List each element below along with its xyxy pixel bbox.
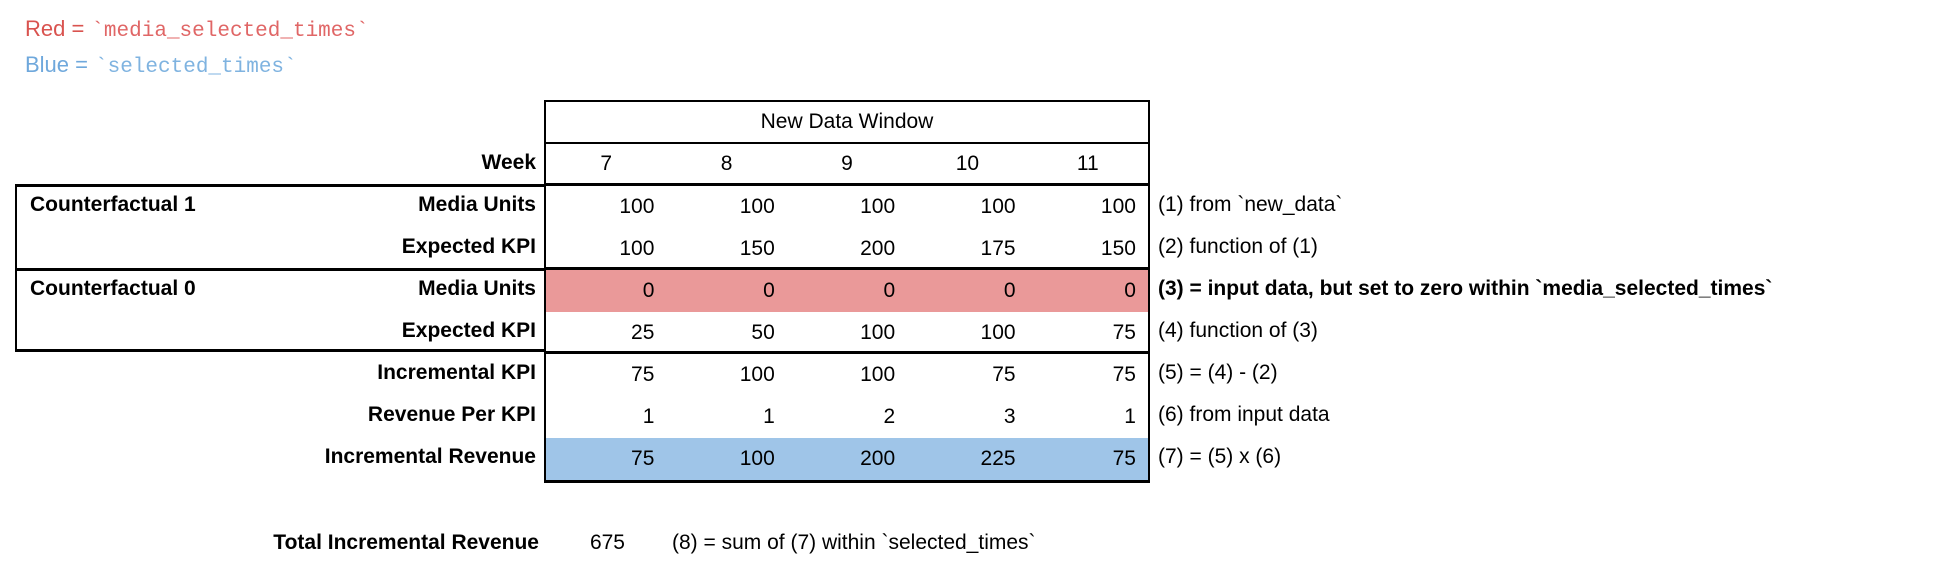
data-cell: 1 — [642, 405, 655, 428]
legend-blue-line: Blue = `selected_times` — [25, 50, 297, 83]
data-cell: 1 — [1124, 405, 1136, 428]
summary-note-8: (8) = sum of (7) within `selected_times` — [672, 531, 1036, 554]
data-cell: 75 — [1112, 447, 1136, 470]
row-label-media-units-cf1: Media Units — [418, 193, 536, 216]
row-label-expected-kpi-cf0: Expected KPI — [401, 319, 536, 342]
legend-blue-label: Blue = — [25, 52, 88, 77]
data-cell: 100 — [1100, 195, 1136, 218]
data-cell: 100 — [860, 363, 896, 386]
row-label-expected-kpi-cf1: Expected KPI — [401, 235, 536, 258]
week-row-label: Week — [481, 151, 536, 174]
table-row-expected-kpi-cf1: 100 150 200 175 150 — [546, 228, 1148, 270]
table-row-media-units-cf1: 100 100 100 100 100 — [546, 186, 1148, 228]
row-note-5: (5) = (4) - (2) — [1158, 361, 1278, 384]
row-label-revenue-per-kpi: Revenue Per KPI — [367, 403, 536, 426]
summary-value: 675 — [589, 531, 625, 554]
week-cell: 8 — [720, 152, 733, 175]
table-row-incremental-revenue-highlighted-blue: 75 100 200 225 75 — [546, 438, 1148, 480]
data-cell: 75 — [992, 363, 1016, 386]
week-cell: 11 — [1076, 152, 1099, 175]
legend-red-label: Red = — [25, 16, 85, 41]
data-cell: 0 — [1124, 279, 1136, 302]
counterfactual-1-box — [15, 184, 544, 268]
data-cell: 175 — [980, 237, 1016, 260]
counterfactual-0-box — [15, 268, 544, 352]
data-table: New Data Window 7 8 9 10 11 100 100 100 … — [544, 100, 1150, 483]
row-note-2: (2) function of (1) — [1158, 235, 1318, 258]
data-cell: 200 — [860, 237, 896, 260]
row-note-1: (1) from `new_data` — [1158, 193, 1343, 216]
data-cell: 3 — [1003, 405, 1016, 428]
data-cell: 75 — [631, 363, 655, 386]
row-label-incremental-revenue: Incremental Revenue — [324, 445, 536, 468]
table-row-expected-kpi-cf0: 25 50 100 100 75 — [546, 312, 1148, 354]
data-cell: 100 — [739, 363, 775, 386]
row-note-6: (6) from input data — [1158, 403, 1330, 426]
data-cell: 150 — [739, 237, 775, 260]
row-note-4: (4) function of (3) — [1158, 319, 1318, 342]
row-label-incremental-kpi: Incremental KPI — [377, 361, 536, 384]
row-label-media-units-cf0: Media Units — [418, 277, 536, 300]
data-cell: 50 — [751, 321, 775, 344]
group-label-counterfactual-0: Counterfactual 0 — [30, 277, 196, 300]
week-cell: 9 — [841, 152, 853, 175]
data-cell: 75 — [1112, 363, 1136, 386]
table-row-media-units-cf0-highlighted-red: 0 0 0 0 0 — [546, 270, 1148, 312]
data-cell: 100 — [619, 195, 655, 218]
week-cell: 7 — [600, 152, 613, 175]
row-note-3: (3) = input data, but set to zero within… — [1158, 277, 1773, 300]
data-cell: 0 — [642, 279, 655, 302]
data-cell: 100 — [739, 447, 775, 470]
table-header-new-data-window: New Data Window — [546, 102, 1148, 144]
data-cell: 100 — [739, 195, 775, 218]
data-cell: 100 — [980, 321, 1016, 344]
data-cell: 2 — [883, 405, 896, 428]
data-cell: 0 — [763, 279, 775, 302]
data-cell: 225 — [980, 447, 1016, 470]
week-cell: 10 — [955, 152, 980, 175]
week-number-row: 7 8 9 10 11 — [546, 144, 1148, 186]
data-cell: 25 — [631, 321, 655, 344]
row-note-7: (7) = (5) x (6) — [1158, 445, 1282, 468]
group-label-counterfactual-1: Counterfactual 1 — [30, 193, 196, 216]
summary-label-total-incremental-revenue: Total Incremental Revenue — [273, 531, 539, 554]
data-cell: 75 — [631, 447, 655, 470]
data-cell: 200 — [860, 447, 896, 470]
data-cell: 100 — [860, 321, 896, 344]
data-cell: 1 — [763, 405, 775, 428]
data-cell: 100 — [860, 195, 896, 218]
legend-red-code: `media_selected_times` — [91, 20, 369, 43]
data-cell: 0 — [883, 279, 896, 302]
data-cell: 0 — [1003, 279, 1016, 302]
legend-red-line: Red = `media_selected_times` — [25, 14, 369, 47]
data-cell: 100 — [980, 195, 1016, 218]
data-cell: 100 — [619, 237, 655, 260]
data-cell: 150 — [1100, 237, 1136, 260]
table-row-revenue-per-kpi: 1 1 2 3 1 — [546, 396, 1148, 438]
data-cell: 75 — [1112, 321, 1136, 344]
legend-blue-code: `selected_times` — [95, 56, 297, 79]
table-row-incremental-kpi: 75 100 100 75 75 — [546, 354, 1148, 396]
